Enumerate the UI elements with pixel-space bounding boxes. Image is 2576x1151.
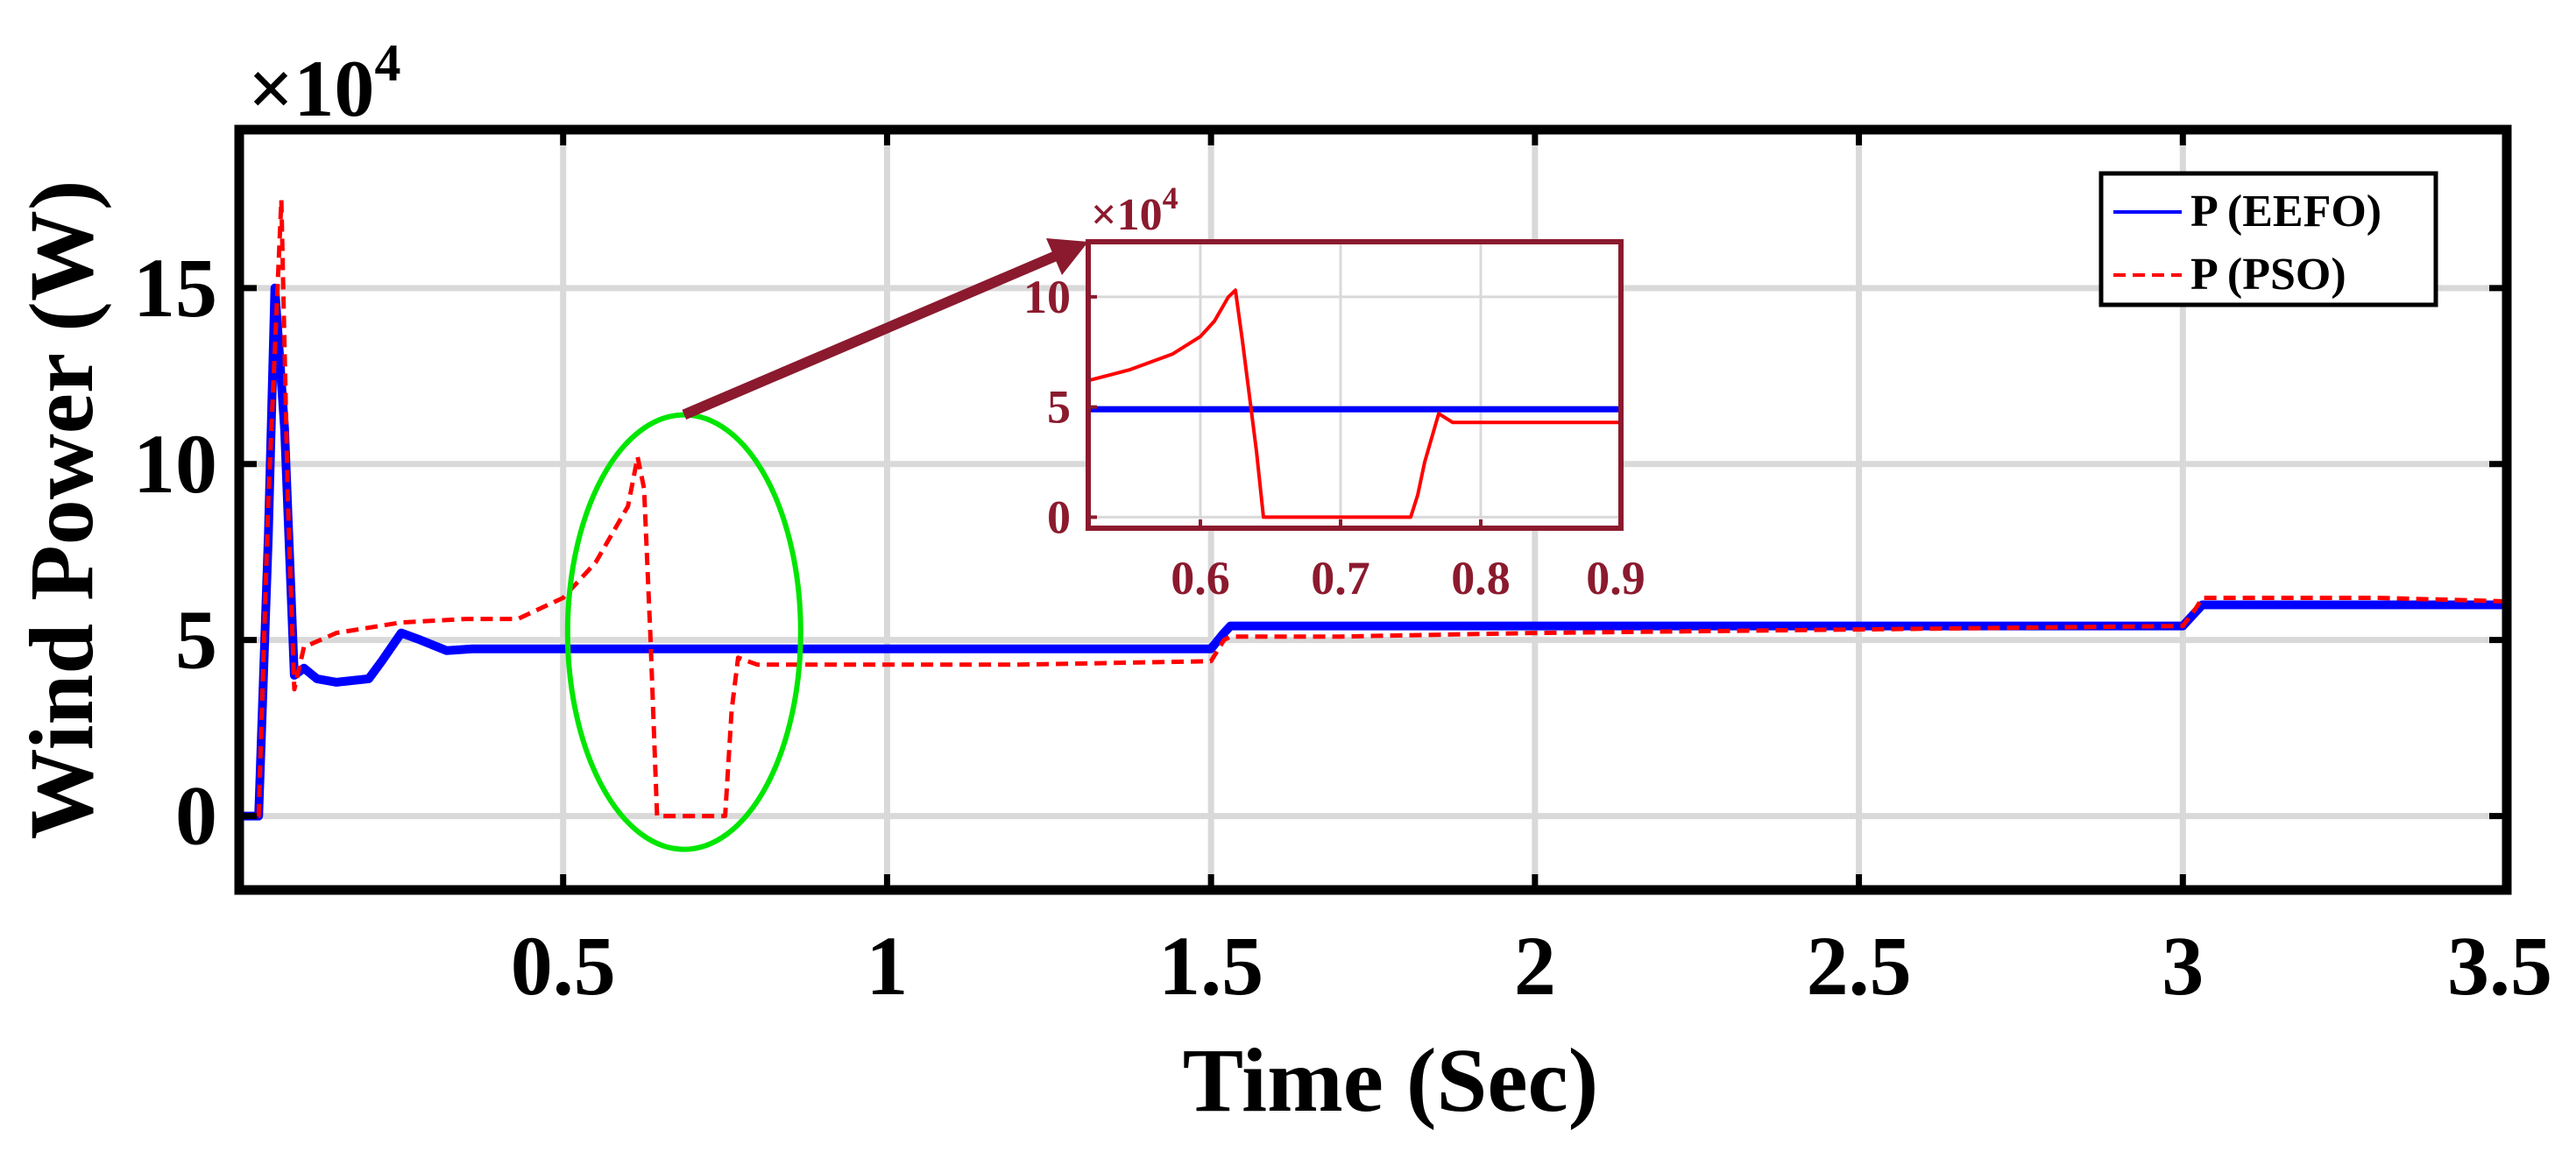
x-tick-label: 1 (866, 919, 908, 1013)
y-axis-title: Wind Power (W) (11, 180, 112, 839)
y-tick-label: 10 (133, 417, 217, 511)
inset-x-tick-label: 0.8 (1451, 552, 1511, 604)
main-annotations (564, 238, 1088, 852)
x-tick-label: 3.5 (2447, 919, 2552, 1013)
main-series (239, 197, 2507, 821)
main-ticks: 0.5 1 1.5 2 2.5 3 3.5 0 5 10 15 (133, 130, 2552, 1013)
inset-chart: 0.6 0.7 0.8 0.9 0 5 10 ×104 (1023, 180, 1645, 604)
y-tick-label: 0 (175, 769, 217, 863)
inset-exponent-base: ×10 (1091, 190, 1163, 240)
plot-frame (234, 124, 2512, 895)
legend-label-eefo: P (EEFO) (2190, 187, 2381, 237)
inset-x-tick-label: 0.7 (1311, 552, 1370, 604)
y-tick-label: 15 (133, 241, 217, 335)
zoom-arrow-head (1046, 238, 1088, 275)
zoom-arrow-line (682, 244, 1075, 420)
x-axis-title: Time (Sec) (1183, 1030, 1599, 1131)
y-exponent-label: ×104 (248, 34, 400, 133)
y-tick-label: 5 (175, 593, 217, 687)
x-tick-label: 2.5 (1807, 919, 1912, 1013)
x-tick-label: 3 (2162, 919, 2204, 1013)
inset-series (1088, 288, 1621, 519)
x-tick-label: 1.5 (1158, 919, 1263, 1013)
x-tick-label: 2 (1514, 919, 1556, 1013)
inset-y-tick-label: 10 (1023, 271, 1071, 323)
inset-series-line-pso (1088, 288, 1621, 519)
legend-label-pso: P (PSO) (2190, 250, 2346, 300)
inset-y-tick-label: 5 (1047, 381, 1071, 434)
inset-frame (1086, 239, 1624, 531)
legend: P (EEFO) P (PSO) (2098, 171, 2438, 307)
legend-box (2098, 171, 2438, 307)
y-exponent-power: 4 (374, 34, 400, 92)
inset-exponent-power: 4 (1163, 180, 1178, 215)
inset-ticks: 0.6 0.7 0.8 0.9 0 5 10 (1023, 271, 1645, 604)
inset-x-tick-label: 0.9 (1586, 552, 1645, 604)
inset-y-tick-label: 0 (1047, 491, 1071, 543)
highlight-ellipse (564, 412, 803, 852)
series-line-pso (239, 197, 2507, 819)
y-exponent-base: ×10 (248, 44, 374, 133)
inset-exponent-label: ×104 (1091, 180, 1178, 240)
inset-plot-area (1088, 242, 1621, 528)
inset-x-tick-label: 0.6 (1171, 552, 1230, 604)
x-tick-label: 0.5 (511, 919, 616, 1013)
